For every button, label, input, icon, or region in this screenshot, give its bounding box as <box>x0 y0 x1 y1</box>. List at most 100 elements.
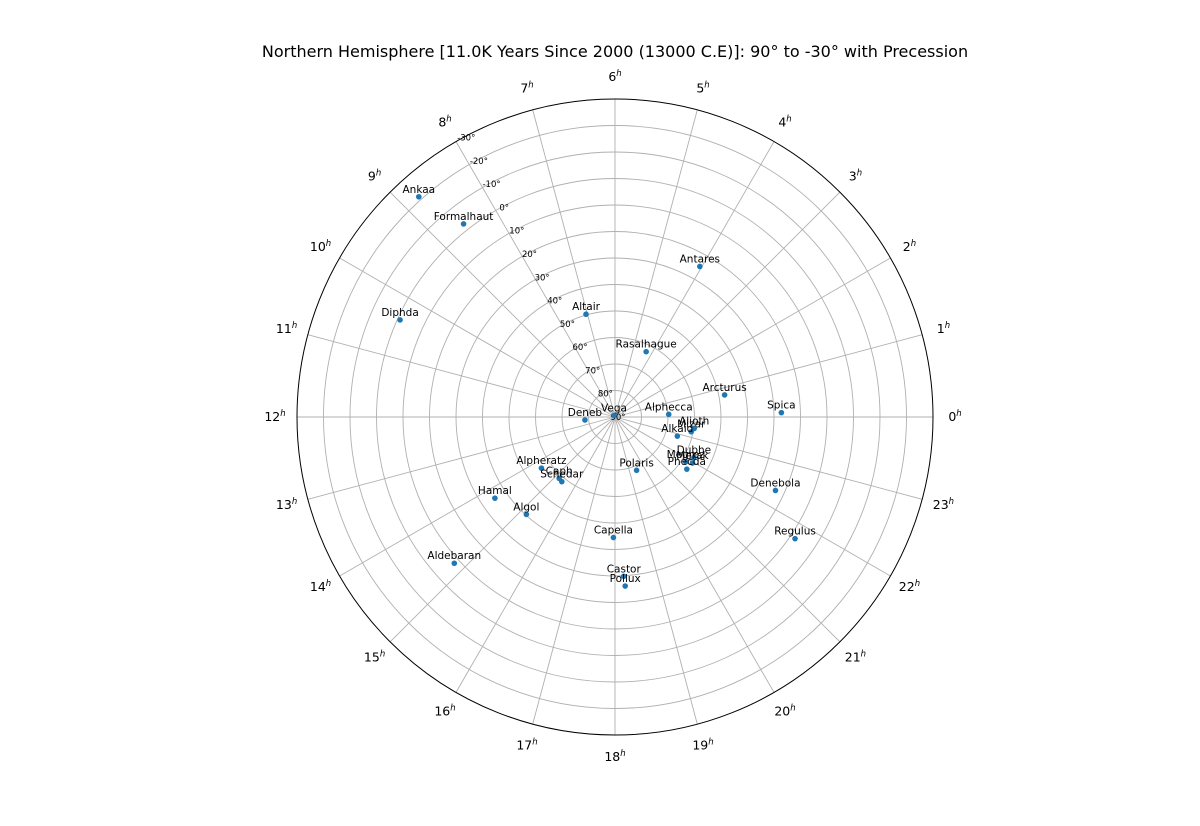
ra-tick-label: 2h <box>903 239 916 254</box>
ra-gridline <box>307 334 616 418</box>
dec-tick-label: 70° <box>585 366 600 376</box>
star-label: Caph <box>546 465 573 477</box>
ra-gridline <box>339 416 616 577</box>
star-label: Pollux <box>610 573 641 585</box>
star-label: Arcturus <box>702 382 746 394</box>
ra-gridline <box>532 109 616 418</box>
ra-tick-label: 16h <box>434 703 455 718</box>
star-label: Merak <box>676 450 709 462</box>
dec-tick-label: 80° <box>598 390 613 400</box>
star-point <box>691 454 697 461</box>
star-label: Capella <box>594 525 633 537</box>
star-point <box>643 348 649 355</box>
dec-tick-label: 40° <box>547 297 562 307</box>
ra-tick-label: 15h <box>364 649 385 664</box>
chart-title: Northern Hemisphere [11.0K Years Since 2… <box>261 42 969 61</box>
star-point <box>772 487 779 494</box>
ra-gridline <box>532 416 616 725</box>
ra-tick-label: 14h <box>310 579 331 594</box>
dec-tick-label: 60° <box>573 343 588 353</box>
ra-gridline <box>614 416 775 693</box>
star-point <box>689 460 696 466</box>
star-label: Polaris <box>619 457 653 469</box>
star-point <box>721 392 728 398</box>
ra-tick-label: 20h <box>774 703 795 718</box>
star-point <box>684 466 690 472</box>
ra-tick-label: 10h <box>310 239 331 254</box>
star-point <box>778 409 785 416</box>
ra-gridline <box>307 416 616 500</box>
star-label: Formalhaut <box>434 211 494 223</box>
dec-tick-label: 10° <box>509 227 524 237</box>
star-label: Altair <box>572 301 601 313</box>
star-label: Dubhe <box>677 445 712 457</box>
star-label: Hamal <box>478 485 512 497</box>
star-point <box>538 465 545 471</box>
star-point <box>792 535 798 542</box>
ra-gridline <box>614 416 698 725</box>
ra-gridline <box>389 191 616 418</box>
star-label: Castor <box>607 563 642 575</box>
ra-tick-label: 21h <box>845 649 866 664</box>
ra-gridline <box>389 416 616 643</box>
ra-tick-label: 9h <box>368 169 381 184</box>
ra-tick-label: 7h <box>520 81 533 96</box>
ra-tick-label: 0h <box>948 409 961 424</box>
star-label: Alphecca <box>645 401 693 413</box>
ra-gridline <box>614 416 891 577</box>
star-point <box>682 459 689 465</box>
star-label: Rasalhague <box>616 339 677 351</box>
star-point <box>451 560 458 567</box>
ra-gridline <box>614 416 923 500</box>
star-point <box>620 573 627 580</box>
ra-tick-label: 23h <box>933 497 954 512</box>
star-label: Aldebaran <box>427 550 481 562</box>
ra-gridline <box>614 141 775 418</box>
ra-gridline <box>614 191 841 418</box>
star-point <box>415 193 422 200</box>
star-label: Alpheratz <box>516 455 567 467</box>
star-point <box>523 511 530 518</box>
ra-gridline <box>614 109 698 418</box>
dec-tick-label: 90° <box>610 413 625 423</box>
ra-tick-label: 18h <box>604 749 625 764</box>
star-point <box>610 534 617 541</box>
star-point <box>558 478 565 485</box>
star-point <box>691 425 698 432</box>
star-label: Algol <box>513 501 539 513</box>
star-label: Regulus <box>774 526 816 538</box>
dec-tick-label: -20° <box>470 157 488 167</box>
ra-tick-label: 17h <box>516 737 537 752</box>
star-label: Schedar <box>540 469 584 481</box>
dec-tick-label: -10° <box>482 180 500 190</box>
star-point <box>397 317 403 323</box>
dec-tick-label: -30° <box>457 134 475 144</box>
star-point <box>460 221 467 227</box>
ra-tick-label: 19h <box>692 737 713 752</box>
dec-tick-label: 0° <box>499 203 509 213</box>
ra-tick-label: 3h <box>849 169 862 184</box>
ra-tick-label: 5h <box>696 81 709 96</box>
ra-tick-labels: 0h 1h 2h 3h 4h 5h 6h 7h 8h 9h 10h 11h 12h 13h 14h 15h 16… <box>264 69 961 764</box>
dec-tick-label: 20° <box>522 250 537 260</box>
star-label: Diphda <box>381 307 418 319</box>
star-label: Antares <box>680 253 720 265</box>
star-point <box>674 433 681 439</box>
star-label: Ankaa <box>402 184 435 196</box>
star-label: Megrez <box>667 449 706 461</box>
star-point <box>611 412 617 419</box>
ra-tick-label: 1h <box>937 321 950 336</box>
ra-tick-label: 6h <box>608 69 621 84</box>
star-point <box>697 263 703 270</box>
star-label: Vega <box>601 402 627 414</box>
ra-gridline <box>614 416 841 643</box>
star-label: Spica <box>767 400 795 412</box>
star-point <box>583 311 589 318</box>
ra-gridline <box>614 257 891 418</box>
grid-layer <box>296 98 934 736</box>
star-label: Phecda <box>668 456 706 468</box>
ra-gridline <box>455 416 616 693</box>
ra-tick-label: 13h <box>276 497 297 512</box>
ra-tick-label: 22h <box>899 579 920 594</box>
